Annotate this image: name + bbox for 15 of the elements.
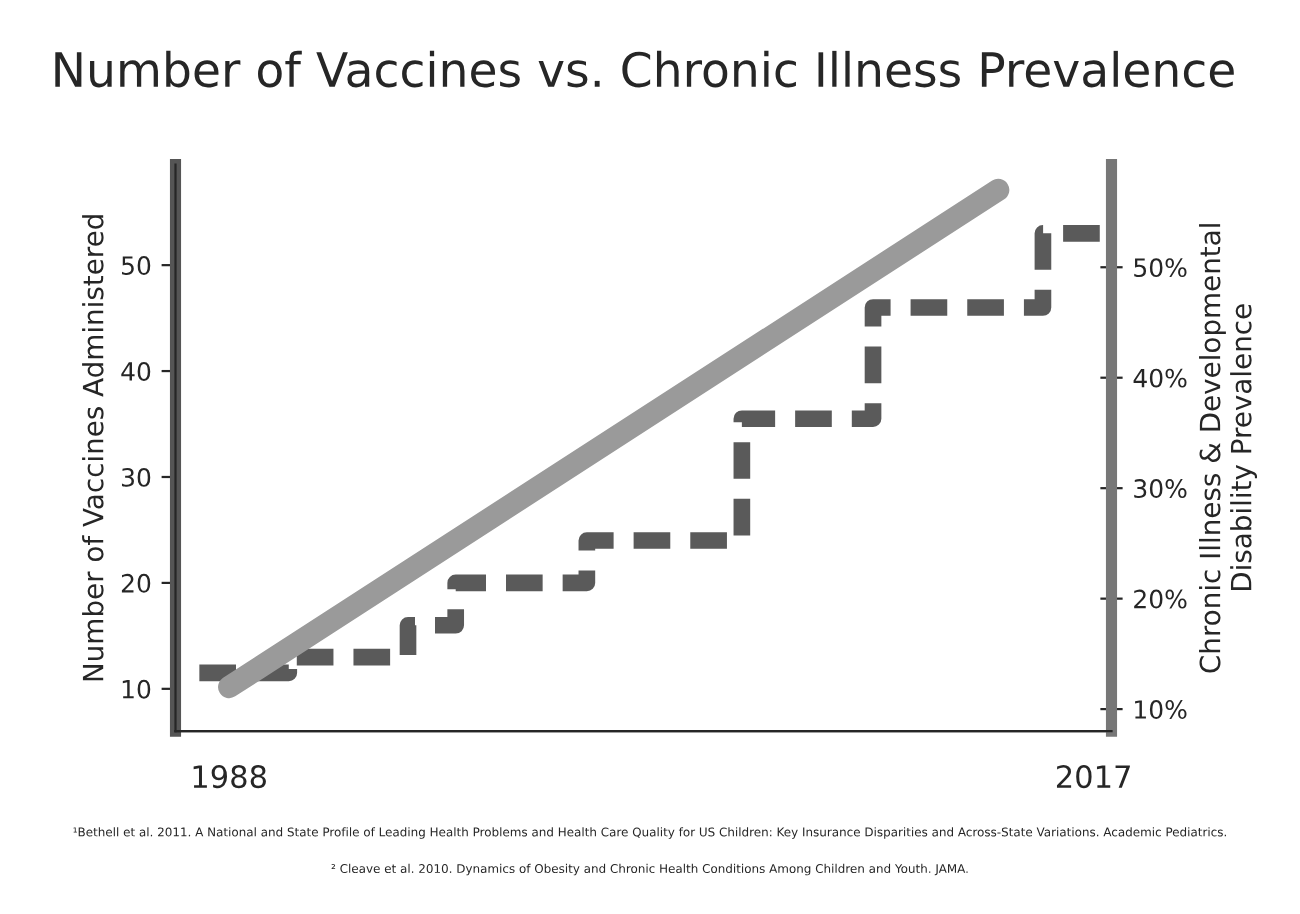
y2-tick-label: 40% bbox=[1133, 368, 1187, 388]
chart-title: Number of Vaccines vs. Chronic Illness Prevalence bbox=[55, 50, 1234, 88]
y2-tick-label: 10% bbox=[1135, 700, 1187, 719]
y2-axis-title: Chronic Illness & Developmental Disability Prevalence bbox=[1199, 224, 1257, 673]
y2-tick-label: 20% bbox=[1134, 589, 1187, 609]
y-tick-label: 30 bbox=[121, 467, 151, 487]
y-tick-label: 40 bbox=[121, 362, 151, 381]
y-axis-title: Number of Vaccines Administered bbox=[82, 215, 104, 681]
y-tick-label: 10 bbox=[122, 679, 151, 699]
y-tick-label: 20 bbox=[121, 573, 151, 593]
y2-tick-label: 30% bbox=[1134, 479, 1187, 499]
x-tick-label: 1988 bbox=[193, 765, 266, 789]
y2-tick-label: 50% bbox=[1134, 258, 1187, 278]
y-tick-label: 50 bbox=[122, 256, 151, 275]
x-tick-label: 2017 bbox=[1056, 765, 1130, 789]
